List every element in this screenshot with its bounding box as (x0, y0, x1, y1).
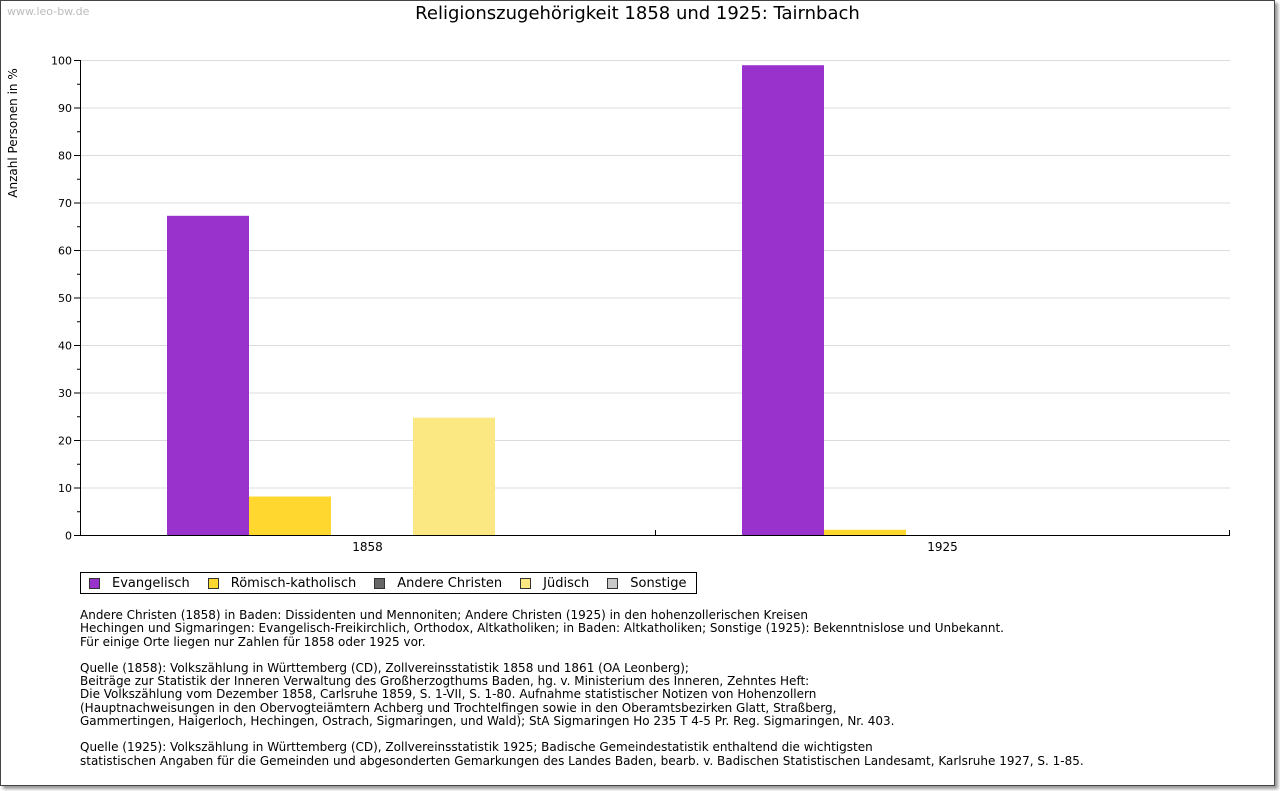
legend-label: Sonstige (630, 575, 687, 591)
footnote-line: statistischen Angaben für die Gemeinden … (80, 753, 1084, 768)
y-tick-label: 20 (58, 435, 72, 448)
footnote-line: Quelle (1925): Volkszählung in Württembe… (80, 740, 873, 755)
footnote-line: Quelle (1858): Volkszählung in Württembe… (80, 660, 689, 675)
y-axis-label: Anzahl Personen in % (6, 68, 20, 198)
legend-swatch (207, 577, 219, 589)
footnote-line: Andere Christen (1858) in Baden: Disside… (80, 608, 808, 622)
footnote-line: Für einige Orte liegen nur Zahlen für 18… (80, 634, 426, 649)
bar-r-misch-katholisch-1858 (249, 496, 331, 535)
y-tick-label: 0 (65, 530, 72, 543)
footnote-paragraph: Quelle (1858): Volkszählung in Württembe… (80, 660, 1260, 729)
legend-swatch (89, 577, 100, 589)
y-tick-label: 100 (51, 55, 72, 68)
bar-chart: 0 10 20 30 40 50 60 70 80 90 100 Anzahl Personen in… (6, 55, 1230, 554)
legend-label: Andere Christen (397, 575, 503, 591)
legend-swatch (607, 577, 619, 589)
legend-label: Römisch-katholisch (230, 575, 357, 591)
footnotes: Andere Christen (1858) in Baden: Disside… (80, 608, 1260, 781)
chart-title: Religionszugehörigkeit 1858 und 1925: Ta… (415, 3, 860, 24)
legend-item: Jüdisch (520, 576, 589, 591)
x-category-label: 1925 (927, 540, 958, 554)
legend-label: Jüdisch (543, 575, 590, 591)
bar-j-disch-1858 (413, 417, 495, 535)
bar-evangelisch-1925 (742, 65, 824, 535)
footnote-paragraph: Quelle (1925): Volkszählung in Württembe… (80, 741, 1260, 768)
footnote-line: Die Volkszählung vom Dezember 1858, Carl… (80, 687, 817, 702)
legend-swatch (520, 577, 532, 589)
chart-legend: Evangelisch Römisch-katholisch Andere Chri… (80, 572, 698, 594)
y-tick-label: 10 (58, 482, 72, 495)
watermark: www.leo-bw.de (7, 5, 90, 18)
footnote-line: Gammertingen, Haigerloch, Hechingen, Ost… (80, 714, 895, 729)
footnote-paragraph: Andere Christen (1858) in Baden: Disside… (80, 608, 1260, 649)
y-tick-label: 40 (58, 340, 72, 353)
x-category-label: 1858 (352, 540, 383, 554)
y-tick-label: 60 (58, 245, 72, 258)
footnote-line: Hechingen und Sigmaringen: Evangelisch-F… (80, 621, 1004, 636)
y-tick-label: 90 (58, 102, 72, 115)
footnote-line: Beiträge zur Statistik der Inneren Verwa… (80, 674, 810, 689)
legend-label: Evangelisch (112, 575, 190, 591)
legend-item: Sonstige (607, 576, 686, 591)
y-tick-label: 30 (58, 387, 72, 400)
legend-swatch (374, 577, 386, 589)
bar-evangelisch-1858 (167, 215, 249, 536)
legend-item: Römisch-katholisch (207, 575, 357, 591)
y-tick-label: 80 (58, 150, 72, 163)
y-tick-label: 70 (58, 197, 72, 210)
footnote-line: (Hauptnachweisungen in den Obervogteiämt… (80, 700, 837, 715)
legend-item: Evangelisch (89, 576, 190, 591)
y-tick-label: 50 (58, 292, 72, 305)
bar-r-misch-katholisch-1925 (824, 529, 906, 535)
legend-item: Andere Christen (374, 576, 502, 591)
